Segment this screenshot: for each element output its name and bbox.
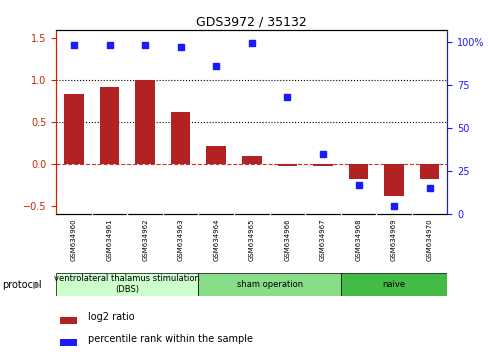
Point: [425, 185, 433, 191]
Point: [105, 42, 113, 48]
Text: log2 ratio: log2 ratio: [87, 312, 134, 322]
Point: [389, 203, 397, 209]
Text: GSM634968: GSM634968: [355, 219, 361, 262]
Bar: [100, 87, 119, 164]
Text: naive: naive: [382, 280, 405, 289]
Text: GSM634963: GSM634963: [177, 219, 183, 262]
Text: ventrolateral thalamus stimulation
(DBS): ventrolateral thalamus stimulation (DBS): [54, 274, 200, 294]
Text: percentile rank within the sample: percentile rank within the sample: [87, 335, 252, 344]
Bar: [198, 273, 340, 296]
Text: GSM634962: GSM634962: [142, 219, 148, 261]
Text: GSM634964: GSM634964: [213, 219, 219, 261]
Point: [318, 151, 326, 156]
Text: GSM634966: GSM634966: [284, 219, 290, 262]
Bar: [384, 164, 403, 196]
Text: protocol: protocol: [2, 280, 42, 290]
Bar: [206, 145, 225, 164]
Point: [141, 42, 149, 48]
Text: GSM634969: GSM634969: [390, 219, 396, 262]
Text: GSM634970: GSM634970: [426, 219, 432, 262]
Text: sham operation: sham operation: [236, 280, 302, 289]
Bar: [242, 156, 261, 164]
Title: GDS3972 / 35132: GDS3972 / 35132: [196, 16, 306, 29]
Text: GSM634967: GSM634967: [319, 219, 325, 262]
Bar: [171, 112, 190, 164]
Bar: [64, 94, 83, 164]
Point: [177, 44, 184, 50]
Bar: [277, 164, 297, 166]
Point: [354, 182, 362, 188]
Point: [70, 42, 78, 48]
Bar: [340, 273, 447, 296]
Point: [212, 63, 220, 69]
Bar: [135, 80, 155, 164]
Point: [247, 40, 255, 46]
Bar: [348, 164, 367, 179]
Text: ▶: ▶: [33, 280, 41, 290]
Point: [283, 94, 291, 100]
Bar: [419, 164, 439, 179]
Bar: [312, 164, 332, 166]
Text: GSM634961: GSM634961: [106, 219, 112, 262]
Bar: [60, 339, 77, 346]
Text: GSM634965: GSM634965: [248, 219, 254, 261]
Text: GSM634960: GSM634960: [71, 219, 77, 262]
Bar: [56, 273, 198, 296]
Bar: [60, 317, 77, 324]
